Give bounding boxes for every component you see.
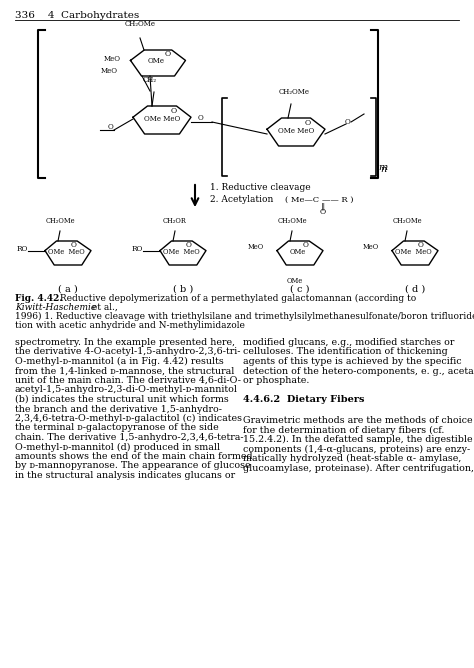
Text: ( Me—C: ( Me—C [285, 196, 319, 204]
Text: (b) indicates the structural unit which forms: (b) indicates the structural unit which … [15, 395, 229, 404]
Text: OMe: OMe [147, 57, 164, 65]
Text: MeO: MeO [101, 67, 118, 75]
Text: CH₂OMe: CH₂OMe [125, 20, 155, 28]
Text: by ᴅ-mannopyranose. The appearance of glucose: by ᴅ-mannopyranose. The appearance of gl… [15, 462, 251, 470]
Text: ‖: ‖ [321, 202, 325, 210]
Text: tion with acetic anhydride and N-methylimidazole: tion with acetic anhydride and N-methyli… [15, 321, 245, 330]
Text: 15.2.4.2). In the defatted sample, the digestible: 15.2.4.2). In the defatted sample, the d… [243, 435, 473, 444]
Text: celluloses. The identification of thickening: celluloses. The identification of thicke… [243, 347, 448, 357]
Text: OMe  MeO: OMe MeO [47, 248, 84, 256]
Text: O: O [305, 119, 311, 127]
Text: n: n [380, 165, 386, 174]
Text: 2. Acetylation: 2. Acetylation [210, 196, 273, 204]
Text: unit of the main chain. The derivative 4,6-di-O-: unit of the main chain. The derivative 4… [15, 376, 241, 385]
Text: MeO: MeO [248, 243, 264, 251]
Text: the derivative 4-O-acetyl-1,5-anhydro-2,3,6-tri-: the derivative 4-O-acetyl-1,5-anhydro-2,… [15, 347, 240, 357]
Text: CH₂OR: CH₂OR [163, 217, 187, 225]
Text: O: O [418, 241, 424, 249]
Text: O-methyl-ᴅ-mannitol (a in Fig. 4.42) results: O-methyl-ᴅ-mannitol (a in Fig. 4.42) res… [15, 357, 224, 366]
Text: detection of the hetero-components, e. g., acetate: detection of the hetero-components, e. g… [243, 367, 474, 375]
Text: CH₂OMe: CH₂OMe [279, 88, 310, 96]
Text: OMe: OMe [290, 248, 306, 256]
Text: —— R ): —— R ) [322, 196, 354, 204]
Text: OMe MeO: OMe MeO [144, 115, 180, 123]
Text: chain. The derivative 1,5-anhydro-2,3,4,6-tetra-: chain. The derivative 1,5-anhydro-2,3,4,… [15, 433, 244, 442]
Text: Gravimetric methods are the methods of choice: Gravimetric methods are the methods of c… [243, 416, 473, 425]
Text: O: O [186, 241, 192, 249]
Text: O: O [165, 50, 171, 58]
Text: amounts shows the end of the main chain formed: amounts shows the end of the main chain … [15, 452, 253, 461]
Text: from the 1,4-linked ᴅ-mannose, the structural: from the 1,4-linked ᴅ-mannose, the struc… [15, 367, 234, 375]
Text: O: O [108, 123, 114, 131]
Text: ( c ): ( c ) [290, 285, 310, 294]
Text: OMe MeO: OMe MeO [278, 127, 314, 135]
Text: CH₂OMe: CH₂OMe [277, 217, 307, 225]
Text: RO: RO [132, 245, 143, 253]
Text: ( a ): ( a ) [58, 285, 78, 294]
Text: modified glucans, e.g., modified starches or: modified glucans, e.g., modified starche… [243, 338, 455, 347]
Text: glucoamylase, proteinase). After centrifugation,: glucoamylase, proteinase). After centrif… [243, 464, 474, 472]
Text: or phosphate.: or phosphate. [243, 376, 310, 385]
Text: spectrometry. In the example presented here,: spectrometry. In the example presented h… [15, 338, 235, 347]
Text: 336    4  Carbohydrates: 336 4 Carbohydrates [15, 11, 139, 20]
Text: ( d ): ( d ) [405, 285, 425, 294]
Text: O: O [303, 241, 309, 249]
Text: ( b ): ( b ) [173, 285, 193, 294]
Text: 1. Reductive cleavage: 1. Reductive cleavage [210, 184, 310, 192]
Text: O: O [320, 208, 326, 216]
Text: for the determination of dietary fibers (cf.: for the determination of dietary fibers … [243, 426, 444, 434]
Text: OMe: OMe [287, 277, 303, 285]
Text: MeO: MeO [363, 243, 379, 251]
Text: in the structural analysis indicates glucans or: in the structural analysis indicates glu… [15, 471, 235, 480]
Text: CH₂: CH₂ [143, 76, 157, 84]
Text: the branch and the derivative 1,5-anhydro-: the branch and the derivative 1,5-anhydr… [15, 405, 222, 413]
Text: 2,3,4,6-tetra-O-methyl-ᴅ-galactitol (c) indicates: 2,3,4,6-tetra-O-methyl-ᴅ-galactitol (c) … [15, 414, 242, 423]
Text: the terminal ᴅ-galactopyranose of the side: the terminal ᴅ-galactopyranose of the si… [15, 424, 219, 432]
Text: 1996) 1. Reductive cleavage with triethylsilane and trimethylsilylmethanesulfona: 1996) 1. Reductive cleavage with triethy… [15, 312, 474, 321]
Text: RO: RO [17, 245, 28, 253]
Text: O: O [198, 114, 204, 122]
Text: agents of this type is achieved by the specific: agents of this type is achieved by the s… [243, 357, 462, 366]
Text: components (1,4-α-glucans, proteins) are enzy-: components (1,4-α-glucans, proteins) are… [243, 444, 470, 454]
Text: Fig. 4.42.: Fig. 4.42. [15, 294, 63, 303]
Text: Kiwitt-Haschemie: Kiwitt-Haschemie [15, 303, 96, 312]
Text: O: O [71, 241, 77, 249]
Text: matically hydrolyzed (heat-stable α- amylase,: matically hydrolyzed (heat-stable α- amy… [243, 454, 461, 463]
Text: acetyl-1,5-anhydro-2,3-di-O-methyl-ᴅ-mannitol: acetyl-1,5-anhydro-2,3-di-O-methyl-ᴅ-man… [15, 385, 238, 395]
Text: CH₂OMe: CH₂OMe [45, 217, 75, 225]
Text: OMe  MeO: OMe MeO [163, 248, 200, 256]
Text: O-methyl-ᴅ-mannitol (d) produced in small: O-methyl-ᴅ-mannitol (d) produced in smal… [15, 442, 220, 452]
Text: O: O [171, 107, 177, 115]
Text: OMe  MeO: OMe MeO [395, 248, 431, 256]
Text: MeO: MeO [104, 55, 121, 63]
Text: Reductive depolymerization of a permethylated galactomannan (according to: Reductive depolymerization of a permethy… [57, 294, 416, 303]
Text: CH₂OMe: CH₂OMe [392, 217, 422, 225]
Text: et al.,: et al., [89, 303, 118, 312]
Text: 4.4.6.2  Dietary Fibers: 4.4.6.2 Dietary Fibers [243, 395, 365, 404]
Text: m: m [378, 163, 387, 172]
Text: O: O [345, 118, 351, 126]
